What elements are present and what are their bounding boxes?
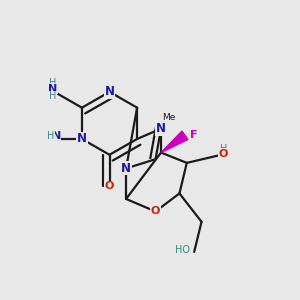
Text: H: H bbox=[220, 144, 227, 154]
Text: N: N bbox=[121, 162, 131, 175]
Text: O: O bbox=[219, 149, 228, 159]
Text: O: O bbox=[105, 181, 114, 191]
Text: O: O bbox=[151, 206, 160, 217]
Text: N: N bbox=[156, 122, 166, 135]
Text: N: N bbox=[48, 84, 57, 94]
Text: N: N bbox=[52, 130, 61, 141]
Text: F: F bbox=[190, 130, 198, 140]
Text: H: H bbox=[49, 78, 56, 88]
Text: Me: Me bbox=[163, 113, 176, 122]
Text: HO: HO bbox=[176, 245, 190, 255]
Text: H: H bbox=[47, 130, 54, 141]
Text: N: N bbox=[77, 133, 87, 146]
Text: H: H bbox=[49, 91, 56, 101]
Text: N: N bbox=[104, 85, 115, 98]
Polygon shape bbox=[161, 131, 188, 153]
